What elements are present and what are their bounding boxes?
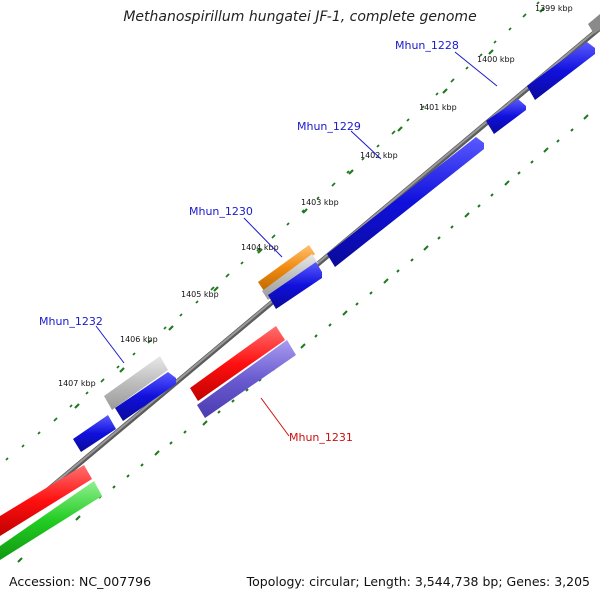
inner-tick-ring <box>17 114 589 563</box>
gene-gray-mhun-1230[interactable] <box>262 254 318 300</box>
tick-label-1400: 1400 kbp <box>477 55 515 64</box>
tick-label-1404: 1404 kbp <box>241 243 279 252</box>
gene-red-feature[interactable] <box>0 465 92 536</box>
tick-label-1407: 1407 kbp <box>58 379 96 388</box>
gene-blue-1232b[interactable] <box>115 372 176 421</box>
gene-blue-mhun-1228a[interactable] <box>486 99 526 134</box>
gene-purple-mhun-1231[interactable] <box>197 340 296 418</box>
outer-major-ticks <box>74 7 545 409</box>
gene-blue-mhun-1229[interactable] <box>327 137 484 267</box>
gene-label-mhun-1232: Mhun_1232 <box>39 315 103 328</box>
gene-blue-mhun-1232[interactable] <box>73 415 116 452</box>
tick-label-1405: 1405 kbp <box>181 290 219 299</box>
gene-labels: Mhun_1228 Mhun_1229 Mhun_1230 Mhun_1232 … <box>39 39 459 444</box>
gene-red-mhun-1231[interactable] <box>190 326 285 401</box>
gene-label-mhun-1231: Mhun_1231 <box>289 431 353 444</box>
gene-label-mhun-1230: Mhun_1230 <box>189 205 253 218</box>
gene-label-mhun-1228: Mhun_1228 <box>395 39 459 52</box>
tick-label-1399: 1399 kbp <box>535 4 573 13</box>
genome-summary-text: Topology: circular; Length: 3,544,738 bp… <box>246 574 590 589</box>
label-leaders <box>95 51 498 437</box>
outer-tick-ring <box>5 1 540 461</box>
gene-green-feature[interactable] <box>0 481 102 560</box>
tick-label-1401: 1401 kbp <box>419 103 457 112</box>
gene-gray-top[interactable] <box>588 14 600 34</box>
tick-label-1403: 1403 kbp <box>301 198 339 207</box>
tick-label-1402: 1402 kbp <box>360 151 398 160</box>
tick-labels: 1399 kbp 1400 kbp 1401 kbp 1402 kbp 1403… <box>58 4 573 388</box>
accession-text: Accession: NC_007796 <box>9 574 152 589</box>
gene-orange-mhun-1230[interactable] <box>258 245 315 291</box>
gene-label-mhun-1229: Mhun_1229 <box>297 120 361 133</box>
gene-blue-mhun-1228[interactable] <box>527 42 595 100</box>
tick-label-1406: 1406 kbp <box>120 335 158 344</box>
gene-gray-mhun-1232[interactable] <box>104 356 168 410</box>
map-title: Methanospirillum hungatei JF-1, complete… <box>123 9 477 25</box>
gene-blue-mhun-1230[interactable] <box>268 262 322 309</box>
